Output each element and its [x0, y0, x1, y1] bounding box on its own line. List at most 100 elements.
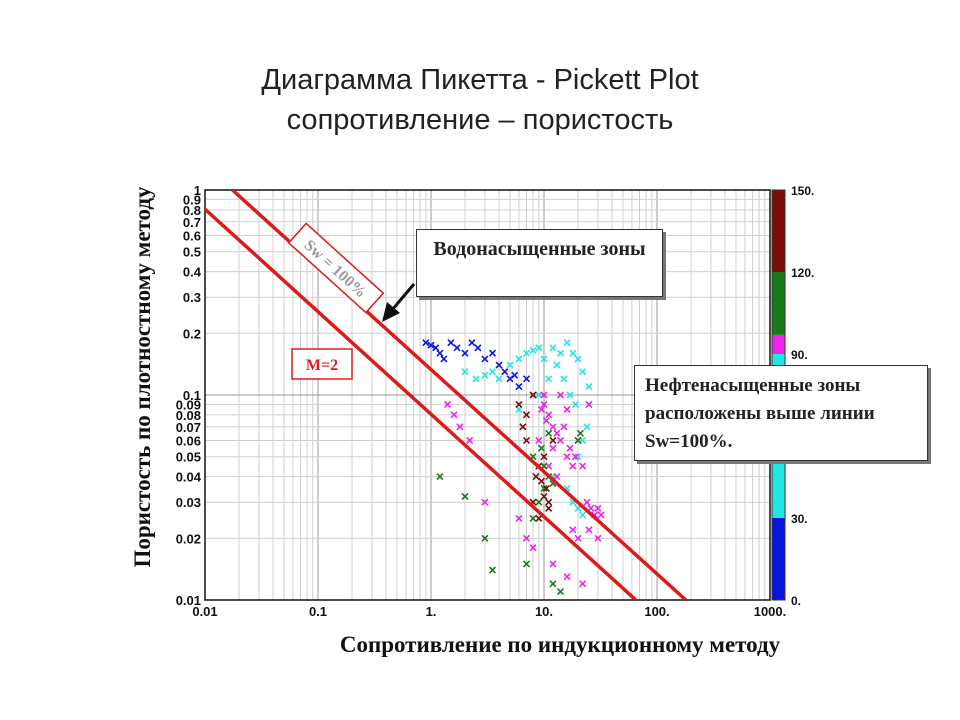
data-point — [556, 349, 565, 357]
data-point-stroke — [556, 587, 565, 596]
y-tick-label: 0.5 — [183, 245, 201, 260]
data-point-stroke — [537, 405, 546, 414]
data-point — [571, 400, 580, 408]
data-point-stroke — [427, 341, 435, 349]
water-zones-callout: Водонасыщенные зоны — [416, 229, 663, 297]
scatter-points — [422, 339, 605, 596]
data-point — [576, 429, 584, 437]
data-point — [597, 511, 605, 519]
data-point — [515, 382, 523, 391]
data-point — [488, 368, 497, 376]
data-point — [579, 511, 587, 519]
data-point-stroke — [432, 344, 440, 352]
data-point-stroke — [553, 429, 561, 437]
data-point-stroke — [579, 462, 587, 470]
y-tick-label: 0.2 — [183, 326, 201, 341]
data-point — [461, 492, 469, 501]
data-point — [506, 361, 514, 369]
data-point — [542, 417, 550, 425]
data-point — [563, 405, 571, 414]
data-point — [540, 492, 548, 501]
data-point-stroke — [511, 371, 519, 379]
data-point-stroke — [583, 423, 591, 431]
data-point — [522, 534, 531, 542]
data-point — [522, 349, 531, 357]
data-point — [532, 473, 540, 481]
data-point — [579, 368, 587, 376]
data-point-stroke — [537, 444, 546, 452]
data-point — [522, 436, 531, 445]
data-point-stroke — [522, 349, 531, 357]
data-point — [585, 526, 593, 534]
data-point-stroke — [481, 355, 489, 363]
data-point-stroke — [571, 453, 580, 461]
data-point-stroke — [453, 344, 461, 352]
data-point-stroke — [436, 473, 444, 481]
data-point — [453, 344, 461, 352]
data-point-stroke — [540, 391, 548, 399]
data-point — [495, 361, 503, 369]
data-point — [481, 355, 489, 363]
data-point-stroke — [506, 361, 514, 369]
data-point — [540, 355, 548, 363]
data-point — [481, 534, 489, 542]
data-point — [537, 405, 546, 414]
y-tick-label: 1 — [194, 183, 201, 198]
data-point-stroke — [569, 462, 577, 470]
data-point — [515, 355, 523, 363]
data-point-stroke — [481, 498, 489, 506]
data-point — [519, 423, 527, 431]
data-point — [574, 355, 582, 363]
data-point-stroke — [579, 580, 587, 588]
data-point — [549, 423, 557, 431]
data-point-stroke — [468, 339, 476, 347]
data-point — [563, 573, 571, 581]
data-point — [466, 436, 474, 445]
data-point-stroke — [583, 498, 591, 506]
data-point — [427, 341, 435, 349]
data-point — [535, 498, 543, 506]
data-point-stroke — [574, 355, 582, 363]
data-point-stroke — [553, 473, 561, 481]
data-point — [579, 580, 587, 588]
data-point-stroke — [450, 411, 458, 419]
data-point — [545, 498, 553, 506]
data-point-stroke — [563, 453, 571, 461]
data-point — [488, 566, 497, 574]
data-point — [515, 400, 523, 408]
data-point-stroke — [466, 436, 474, 445]
data-point — [529, 514, 537, 522]
colorbar-band — [772, 272, 785, 335]
sw-label-box — [287, 222, 385, 314]
data-point-stroke — [535, 436, 543, 445]
data-point-stroke — [542, 484, 550, 493]
y-tick-label: 0.4 — [183, 265, 202, 280]
data-point — [540, 484, 548, 493]
data-point-stroke — [545, 429, 553, 437]
data-point-stroke — [515, 382, 523, 391]
y-tick-label: 0.01 — [176, 593, 201, 608]
data-point-stroke — [535, 498, 543, 506]
y-tick-label: 0.02 — [176, 531, 201, 546]
data-point-stroke — [549, 580, 557, 588]
data-point-stroke — [585, 400, 593, 408]
data-point-stroke — [566, 391, 574, 399]
data-point-stroke — [571, 400, 580, 408]
data-point — [529, 544, 537, 552]
data-point — [566, 391, 574, 399]
data-point — [549, 344, 557, 352]
data-point-stroke — [545, 498, 553, 506]
data-point — [594, 504, 602, 512]
m-label-text: M=2 — [306, 357, 338, 374]
data-point — [537, 477, 546, 485]
data-point — [522, 375, 531, 383]
data-point — [472, 375, 480, 383]
data-point — [481, 498, 489, 506]
data-point — [422, 339, 430, 347]
data-point — [535, 344, 543, 352]
data-point — [529, 346, 537, 354]
data-point — [481, 371, 489, 379]
data-point — [556, 436, 565, 445]
grid — [204, 190, 770, 601]
data-point — [574, 453, 582, 461]
